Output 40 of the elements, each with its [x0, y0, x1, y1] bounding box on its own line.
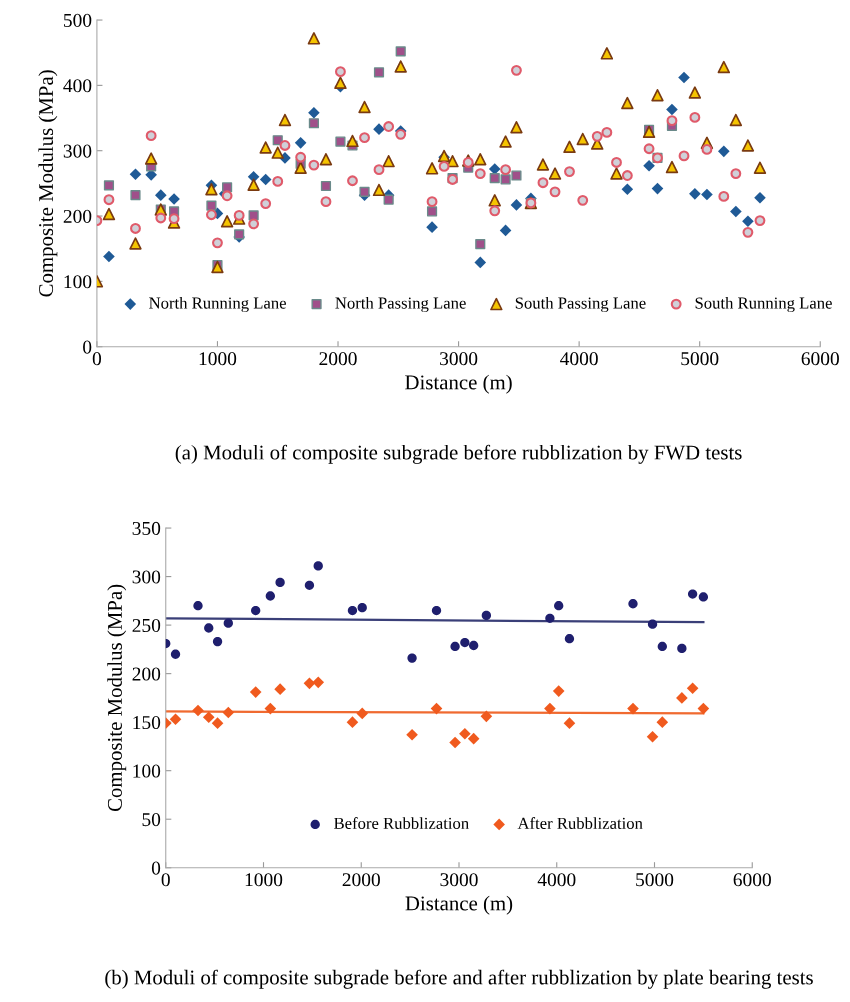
x-axis-title: Distance (m) [405, 895, 513, 915]
x-tick-label: 0 [161, 873, 170, 887]
x-tick-label: 0 [92, 352, 102, 366]
text: (a) Moduli of composite subgrade before rubblization by FWD tests [175, 444, 742, 464]
y-tick-label: 300 [132, 570, 161, 584]
x-tick-label: 6000 [733, 873, 771, 887]
legend-label: North Running Lane [149, 296, 286, 313]
legend-label: South Running Lane [695, 296, 832, 313]
y-tick-label: 150 [133, 715, 161, 730]
y-tick-label: 300 [63, 144, 92, 158]
x-tick-label: 4000 [560, 352, 598, 366]
x-tick-label: 2000 [319, 352, 357, 366]
y-tick-label: 350 [132, 521, 161, 535]
x-tick-label: 2000 [342, 873, 380, 887]
x-tick-label: 3000 [440, 352, 478, 366]
y-tick-label: 0 [151, 861, 161, 875]
y-tick-label: 0 [83, 340, 92, 354]
y-tick-label: 200 [63, 209, 92, 223]
y-tick-label: 100 [133, 764, 161, 778]
x-axis-title: Distance (m) [405, 374, 512, 394]
y-tick-label: 250 [132, 618, 161, 633]
x-tick-label: 1000 [245, 873, 283, 887]
y-tick-label: 500 [64, 13, 92, 27]
legend-label: South Passing Lane [515, 296, 646, 313]
legend-label: North Passing Lane [335, 296, 466, 313]
y-axis-title: Composite Modulus (MPa) [107, 584, 127, 812]
y-axis-title: Composite Modulus (MPa) [38, 70, 58, 297]
y-tick-label: 100 [64, 275, 92, 289]
y-tick-label: 200 [132, 667, 161, 681]
x-tick-label: 4000 [537, 873, 576, 887]
x-tick-label: 6000 [801, 352, 839, 366]
y-tick-label: 400 [63, 79, 92, 93]
legend-label: After Rubblization [517, 817, 643, 829]
text: (b) Moduli of composite subgrade before and after rubblization by plate bearing tests [105, 969, 813, 989]
x-tick-label: 5000 [636, 873, 674, 887]
legend-label: Before Rubblization [334, 817, 469, 829]
y-tick-label: 50 [142, 813, 161, 827]
x-tick-label: 1000 [199, 352, 237, 366]
x-tick-label: 3000 [440, 873, 478, 887]
x-tick-label: 5000 [681, 352, 719, 366]
